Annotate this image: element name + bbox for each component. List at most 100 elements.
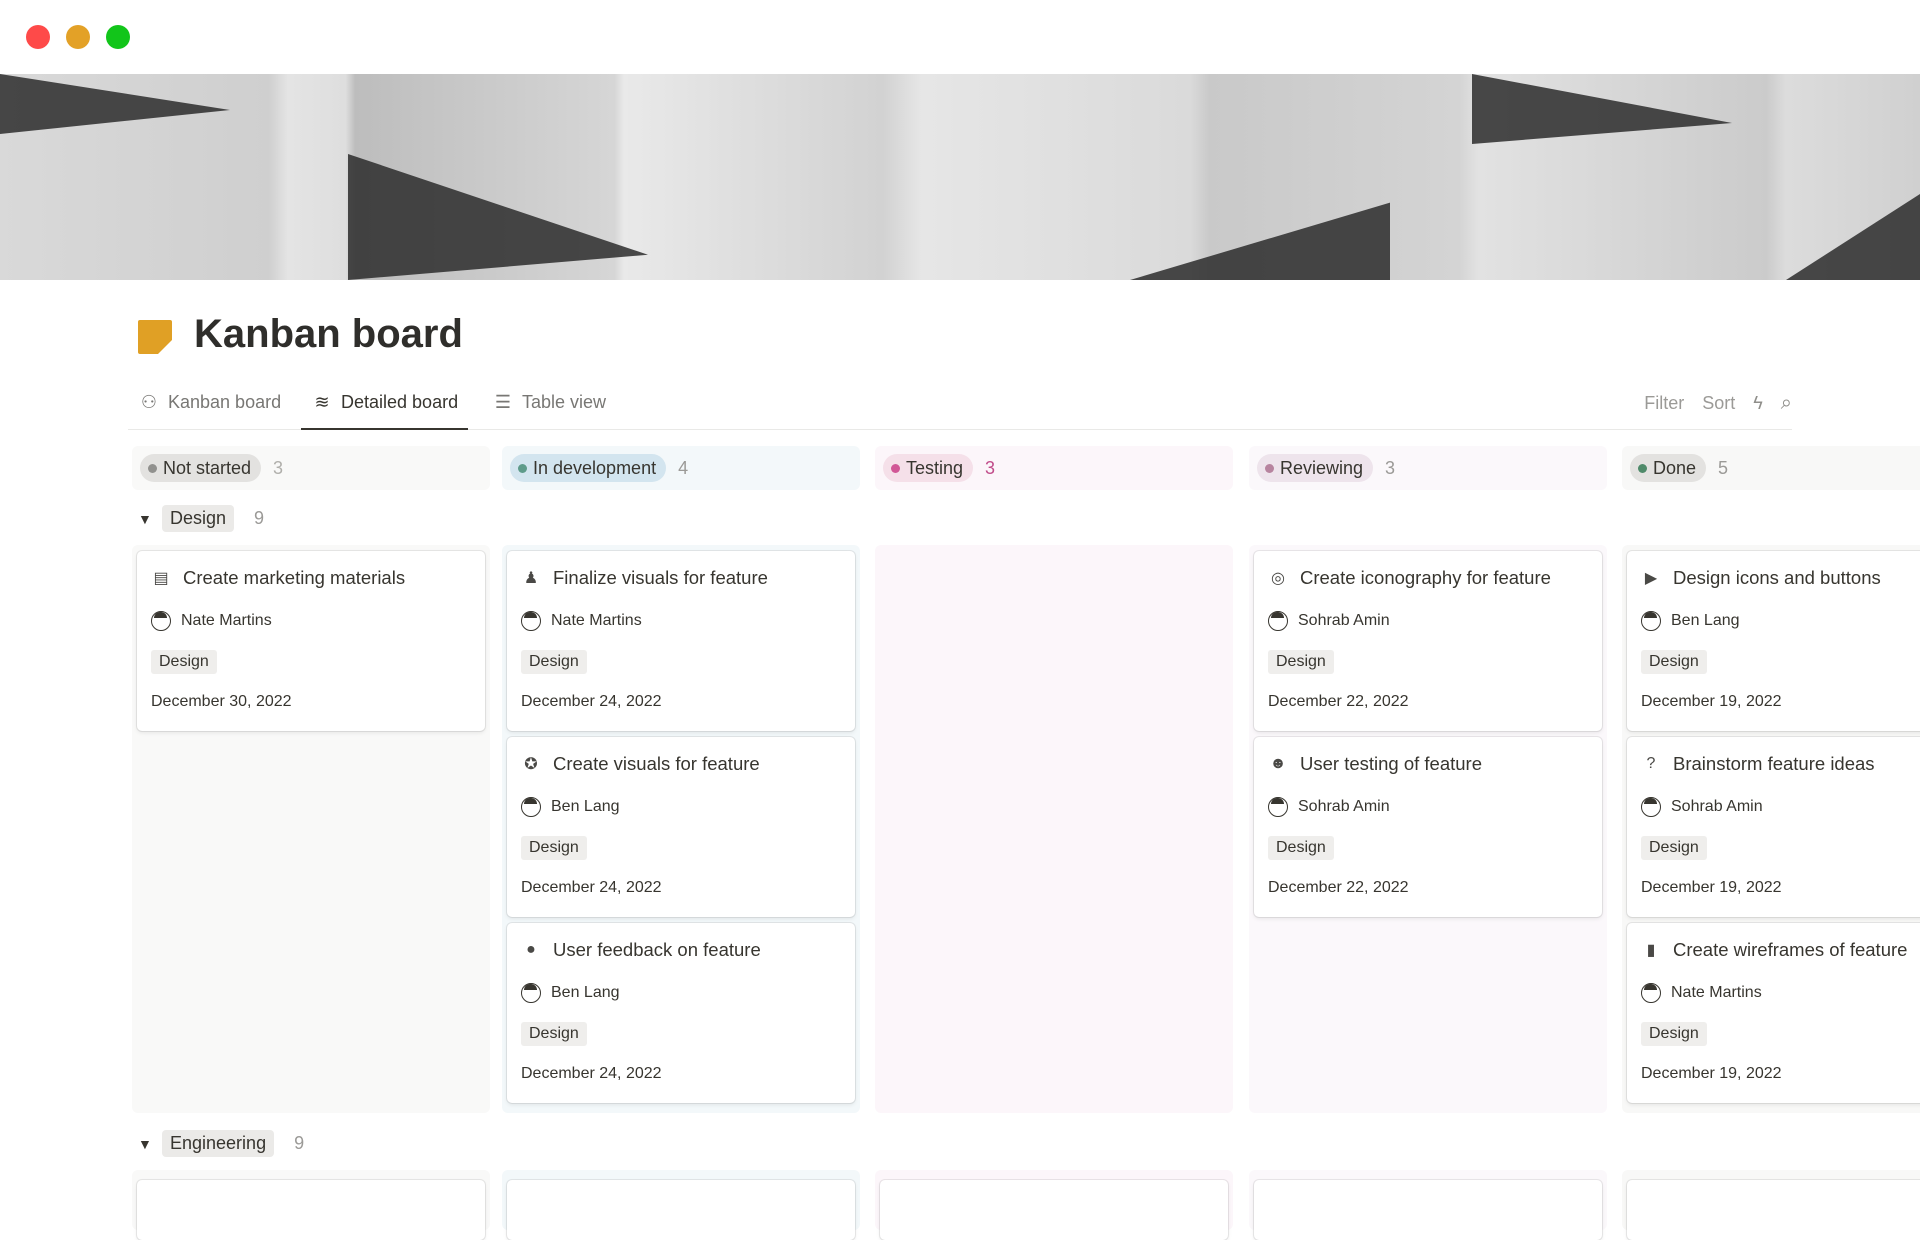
list-icon: ☰ (494, 392, 512, 412)
avatar (1641, 611, 1661, 631)
search-icon[interactable]: ⌕ (1780, 392, 1792, 414)
page-title: Kanban board (194, 312, 463, 356)
task-card[interactable] (880, 1180, 1228, 1240)
tab-table-view[interactable]: ☰ Table view (492, 392, 606, 430)
status-dot (891, 463, 900, 473)
caret-down-icon[interactable]: ▼ (138, 1135, 152, 1152)
group-count: 9 (294, 1133, 305, 1153)
group-header-design[interactable]: ▼ Design 9 (138, 505, 264, 532)
card-title: ▮ Create wireframes of feature (1641, 939, 1908, 961)
maximize-window-button[interactable] (106, 25, 130, 49)
task-card[interactable] (1254, 1180, 1602, 1240)
status-label: Testing (906, 457, 964, 478)
status-pill-not-started[interactable]: Not started (140, 454, 262, 482)
avatar (1641, 797, 1661, 817)
filter-button[interactable]: Filter (1644, 393, 1685, 413)
task-card[interactable] (507, 1180, 855, 1240)
target-icon: ◎ (1271, 570, 1285, 587)
assignee-name: Sohrab Amin (1671, 798, 1763, 815)
due-date: December 19, 2022 (1641, 693, 1782, 710)
card-title: ☻ User testing of feature (1268, 753, 1482, 775)
task-card[interactable]: ? Brainstorm feature ideas Sohrab Amin Desi… (1627, 737, 1920, 917)
board-lane (875, 545, 1233, 1113)
play-circle-icon: ▶ (1644, 570, 1658, 587)
card-title-text: Create iconography for feature (1300, 567, 1551, 588)
task-card[interactable]: ● User feedback on feature Ben Lang Design D… (507, 923, 855, 1103)
due-date: December 19, 2022 (1641, 879, 1782, 896)
lightning-icon[interactable]: ϟ (1753, 393, 1763, 413)
task-card[interactable]: ✪ Create visuals for feature Ben Lang Desig… (507, 737, 855, 917)
view-toolbar: Filter Sort ϟ ⌕ (1644, 392, 1792, 415)
avatar (521, 611, 541, 631)
status-pill-done[interactable]: Done (1630, 454, 1707, 482)
task-card[interactable]: ▶ Design icons and buttons Ben Lang Design D… (1627, 551, 1920, 731)
tab-kanban-board[interactable]: ⚇ Kanban board (138, 392, 281, 430)
sort-button[interactable]: Sort (1702, 393, 1736, 413)
assignee: Ben Lang (1641, 611, 1740, 631)
task-card[interactable]: ▮ Create wireframes of feature Nate Martin… (1627, 923, 1920, 1103)
task-card[interactable]: ▤ Create marketing materials Nate Martins D… (137, 551, 485, 731)
layout-icon: ▤ (153, 570, 169, 587)
card-title-text: Brainstorm feature ideas (1673, 753, 1875, 774)
board-lane (1249, 1170, 1607, 1240)
assignee: Nate Martins (1641, 983, 1762, 1003)
due-date: December 19, 2022 (1641, 1065, 1782, 1082)
avatar (1268, 611, 1288, 631)
board-lane: ◎ Create iconography for feature Sohrab Am… (1249, 545, 1607, 1113)
tag-badge: Design (1641, 836, 1707, 860)
tag-badge: Design (1268, 650, 1334, 674)
card-title-text: Create wireframes of feature (1673, 939, 1908, 960)
board-lane: ▤ Create marketing materials Nate Martins D… (132, 545, 490, 1113)
column-header: In development 4 (502, 446, 860, 490)
close-window-button[interactable] (26, 25, 50, 49)
due-date: December 24, 2022 (521, 1065, 662, 1082)
view-tabs: ⚇ Kanban board ≋ Detailed board ☰ Table vie… (128, 388, 1792, 430)
tab-detailed-board[interactable]: ≋ Detailed board (301, 392, 469, 430)
assignee-name: Sohrab Amin (1298, 612, 1390, 629)
tag-badge: Design (1641, 1022, 1707, 1046)
due-date: December 22, 2022 (1268, 693, 1409, 710)
task-card[interactable]: ◎ Create iconography for feature Sohrab Am… (1254, 551, 1602, 731)
card-title: ◎ Create iconography for feature (1268, 567, 1551, 589)
tag-badge: Design (521, 1022, 587, 1046)
group-count: 9 (254, 508, 265, 528)
column-count: 3 (273, 457, 284, 478)
assignee: Sohrab Amin (1641, 797, 1763, 817)
status-label: In development (533, 457, 657, 478)
card-title: ● User feedback on feature (521, 939, 761, 961)
group-label: Design (162, 505, 235, 532)
group-header-engineering[interactable]: ▼ Engineering 9 (138, 1130, 304, 1157)
card-title-text: User feedback on feature (553, 939, 761, 960)
task-card[interactable] (1627, 1180, 1920, 1240)
status-pill-in-development[interactable]: In development (510, 454, 667, 482)
avatar (1641, 983, 1661, 1003)
board-lane (1622, 1170, 1920, 1240)
status-dot (518, 463, 527, 473)
assignee-name: Ben Lang (551, 798, 620, 815)
status-pill-testing[interactable]: Testing (883, 454, 974, 482)
tag-badge: Design (151, 650, 217, 674)
task-card[interactable]: ♟ Finalize visuals for feature Nate Martin… (507, 551, 855, 731)
tag-badge: Design (1641, 650, 1707, 674)
column-header: Reviewing 3 (1249, 446, 1607, 490)
assignee-name: Nate Martins (551, 612, 642, 629)
card-title-text: Design icons and buttons (1673, 567, 1881, 588)
question-bubble-icon: ? (1646, 755, 1656, 772)
column-header: Done 5 (1622, 446, 1920, 490)
task-card[interactable] (137, 1180, 485, 1240)
task-card[interactable]: ☻ User testing of feature Sohrab Amin Desig… (1254, 737, 1602, 917)
status-pill-reviewing[interactable]: Reviewing (1257, 454, 1374, 482)
card-title-text: User testing of feature (1300, 753, 1483, 774)
minimize-window-button[interactable] (66, 25, 90, 49)
card-title: ▶ Design icons and buttons (1641, 567, 1881, 589)
tag-badge: Design (521, 836, 587, 860)
board-lane (132, 1170, 490, 1240)
window-titlebar (0, 0, 1920, 74)
phone-icon: ▮ (1646, 942, 1656, 959)
sticky-note-icon[interactable] (138, 320, 172, 354)
caret-down-icon[interactable]: ▼ (138, 510, 152, 527)
due-date: December 24, 2022 (521, 879, 662, 896)
user-circle-icon: ☻ (1269, 755, 1287, 772)
column-count: 3 (1385, 457, 1396, 478)
assignee-name: Sohrab Amin (1298, 798, 1390, 815)
